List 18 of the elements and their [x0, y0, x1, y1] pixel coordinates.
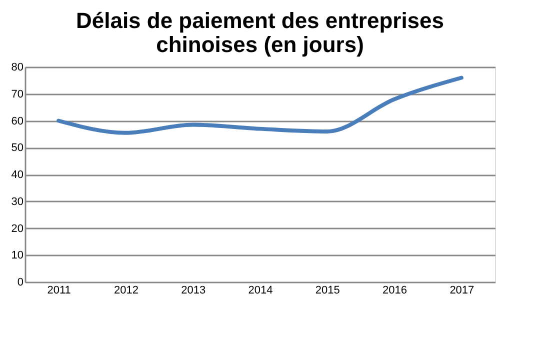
y-tick-label: 0 [17, 276, 24, 288]
y-tick-label: 70 [11, 88, 24, 100]
x-tick-label: 2015 [315, 284, 340, 296]
x-tick-label: 2014 [248, 284, 273, 296]
y-tick-label: 30 [11, 196, 24, 208]
y-tick-label: 60 [11, 115, 24, 128]
x-tick-label: 2012 [114, 284, 138, 296]
y-tick-label: 40 [11, 169, 24, 181]
x-tick-label: 2016 [382, 284, 408, 296]
y-tick-label: 20 [11, 222, 24, 235]
y-tick-label: 80 [11, 62, 24, 74]
x-tick-label: 2017 [450, 284, 474, 296]
x-tick-label: 2011 [47, 284, 71, 296]
chart-title: Délais de paiement des entreprises chinoises (en jours) [76, 8, 444, 57]
y-tick-label: 50 [11, 142, 24, 154]
x-tick-label: 2013 [181, 284, 206, 296]
y-tick-label: 10 [11, 250, 24, 262]
line-series [56, 76, 464, 135]
